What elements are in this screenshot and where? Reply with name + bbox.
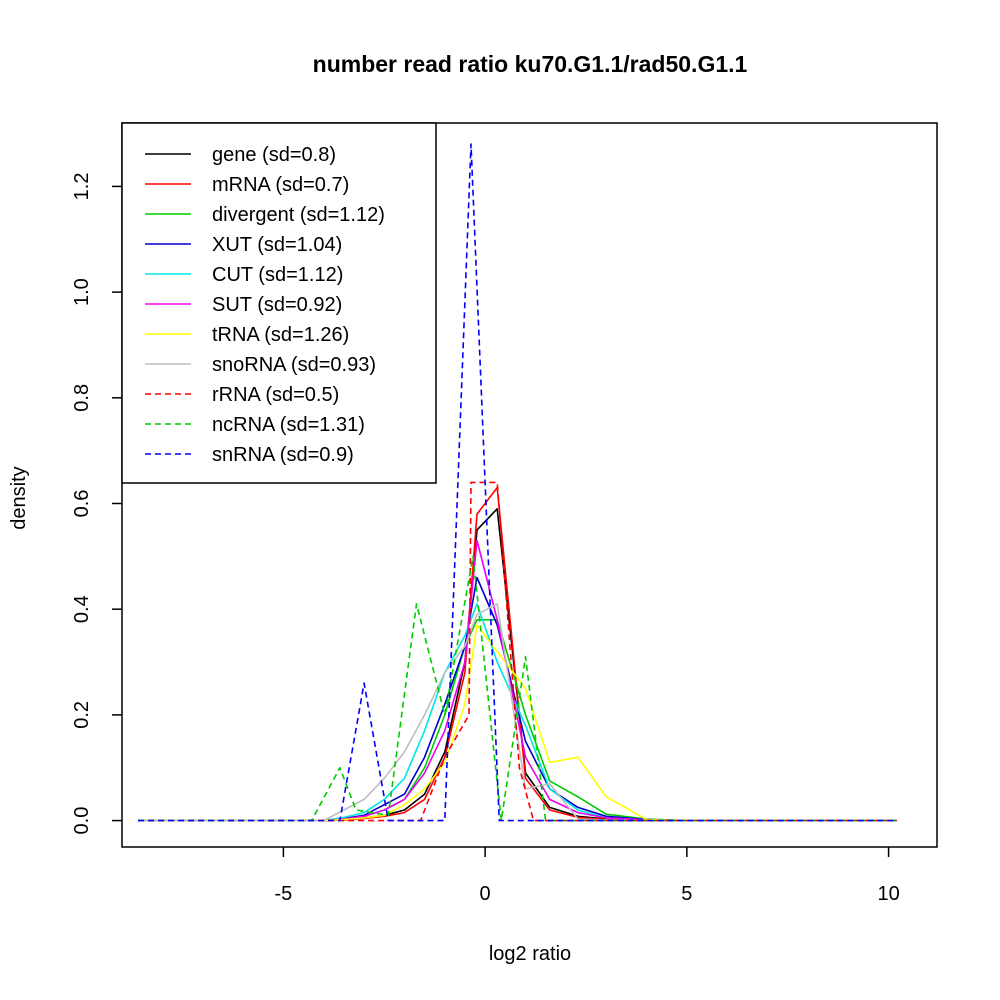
- y-tick-label: 1.0: [71, 278, 93, 306]
- series-line-trna: [138, 624, 897, 822]
- x-axis-label: log2 ratio: [489, 943, 571, 965]
- legend-label: tRNA (sd=1.26): [212, 324, 349, 346]
- series-line-ncrna: [138, 555, 897, 822]
- y-tick-label: 0.8: [71, 384, 93, 412]
- legend-label: XUT (sd=1.04): [212, 234, 342, 256]
- y-axis-label: density: [8, 466, 30, 529]
- y-tick-label: 0.6: [71, 490, 93, 518]
- series-line-sut: [138, 539, 897, 822]
- y-tick-label: 0.2: [71, 701, 93, 729]
- legend-label: ncRNA (sd=1.31): [212, 414, 365, 436]
- x-tick-label: 0: [480, 883, 491, 905]
- legend-label: snoRNA (sd=0.93): [212, 354, 376, 376]
- legend-label: mRNA (sd=0.7): [212, 174, 349, 196]
- x-tick-label: 5: [681, 883, 692, 905]
- plot-frame: [121, 122, 938, 848]
- y-tick-label: 0.0: [71, 807, 93, 835]
- legend-label: CUT (sd=1.12): [212, 264, 343, 286]
- chart-title: number read ratio ku70.G1.1/rad50.G1.1: [313, 51, 748, 77]
- legend-label: rRNA (sd=0.5): [212, 384, 339, 406]
- legend-label: snRNA (sd=0.9): [212, 444, 354, 466]
- series-line-snrna: [138, 143, 897, 822]
- y-tick-label: 0.4: [71, 595, 93, 623]
- series-line-rrna: [138, 481, 897, 822]
- legend-label: gene (sd=0.8): [212, 144, 336, 166]
- series-lines: [138, 143, 897, 822]
- legend: gene (sd=0.8) mRNA (sd=0.7) divergent (sd=…: [121, 122, 437, 484]
- legend-label: divergent (sd=1.12): [212, 204, 385, 226]
- legend-label: SUT (sd=0.92): [212, 294, 342, 316]
- x-tick-label: -5: [274, 883, 292, 905]
- series-line-gene: [138, 507, 897, 822]
- y-tick-label: 1.2: [71, 173, 93, 201]
- x-axis: -5 0 5 10: [274, 847, 900, 905]
- legend-box: [121, 122, 437, 484]
- series-line-mrna: [138, 486, 897, 822]
- x-tick-label: 10: [877, 883, 899, 905]
- y-axis: 0.0 0.2 0.4 0.6 0.8 1.0 1.2: [71, 173, 122, 835]
